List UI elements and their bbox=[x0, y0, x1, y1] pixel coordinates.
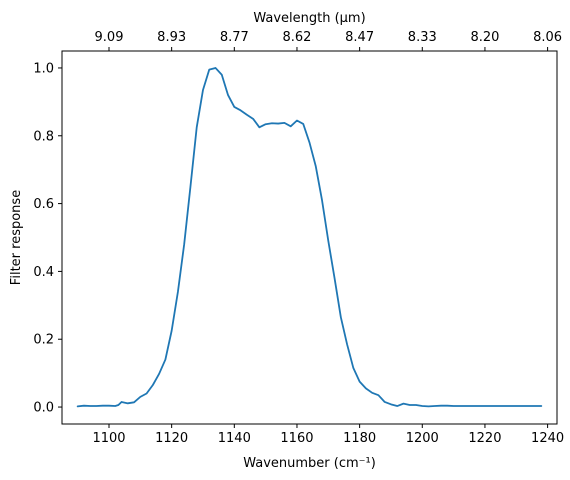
filter-response-line bbox=[76, 67, 543, 408]
x-axis-label: Wavenumber (cm⁻¹) bbox=[243, 456, 376, 471]
y-tick-label: 1.0 bbox=[33, 61, 54, 76]
top-tick-label: 8.33 bbox=[408, 30, 437, 45]
top-tick-label: 8.77 bbox=[220, 30, 249, 45]
y-axis-ticks: 0.0 0.2 0.4 0.6 0.8 1.0 bbox=[33, 61, 62, 416]
top-axis-label: Wavelength (μm) bbox=[253, 11, 365, 26]
x-tick-label: 1200 bbox=[406, 431, 439, 446]
top-tick-label: 8.62 bbox=[282, 30, 311, 45]
top-tick-label: 8.93 bbox=[157, 30, 186, 45]
x-tick-label: 1160 bbox=[280, 431, 313, 446]
x-tick-label: 1140 bbox=[218, 431, 251, 446]
top-axis-ticks: 9.09 8.93 8.77 8.62 8.47 8.33 8.20 8.06 bbox=[95, 30, 562, 51]
x-tick-label: 1240 bbox=[531, 431, 564, 446]
y-tick-label: 0.6 bbox=[33, 197, 54, 212]
y-tick-label: 0.4 bbox=[33, 265, 54, 280]
top-tick-label: 8.47 bbox=[345, 30, 374, 45]
top-tick-label: 9.09 bbox=[95, 30, 124, 45]
top-tick-label: 8.20 bbox=[470, 30, 499, 45]
plot-area bbox=[61, 50, 558, 425]
y-tick-label: 0.0 bbox=[33, 401, 54, 416]
y-tick-label: 0.2 bbox=[33, 333, 54, 348]
y-axis-label: Filter response bbox=[9, 190, 24, 285]
y-tick-label: 0.8 bbox=[33, 129, 54, 144]
x-tick-label: 1180 bbox=[343, 431, 376, 446]
series-layer bbox=[76, 67, 543, 408]
top-tick-label: 8.06 bbox=[533, 30, 562, 45]
x-tick-label: 1220 bbox=[468, 431, 501, 446]
x-tick-label: 1100 bbox=[92, 431, 125, 446]
x-axis-ticks: 1100 1120 1140 1160 1180 1200 1220 1240 bbox=[92, 424, 564, 446]
x-tick-label: 1120 bbox=[155, 431, 188, 446]
